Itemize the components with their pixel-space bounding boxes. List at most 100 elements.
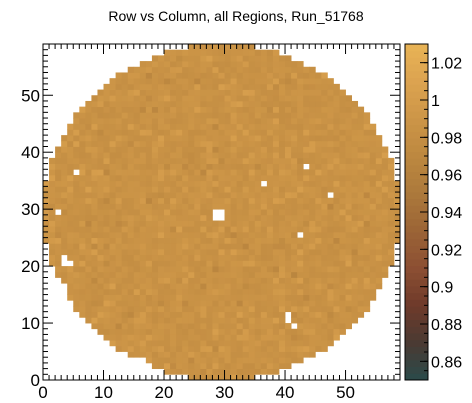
heatmap-cell — [327, 163, 334, 170]
heatmap-cell — [248, 61, 256, 68]
heatmap-cell — [327, 140, 334, 147]
heatmap-cell — [67, 226, 74, 233]
heatmap-cell — [254, 288, 262, 295]
heatmap-cell — [278, 83, 286, 90]
heatmap-cell — [315, 100, 322, 108]
heatmap-cell — [164, 55, 171, 62]
heatmap-cell — [242, 311, 250, 318]
heatmap-cell — [230, 129, 238, 136]
heatmap-cell — [218, 311, 225, 318]
heatmap-cell — [139, 288, 147, 295]
heatmap-cell — [278, 203, 286, 210]
heatmap-cell — [121, 243, 129, 250]
heatmap-cell — [339, 169, 346, 176]
heatmap-cell — [351, 197, 359, 204]
heatmap-cell — [266, 83, 274, 90]
heatmap-cell — [176, 340, 183, 347]
heatmap-cell — [55, 226, 62, 233]
heatmap-cell — [236, 174, 244, 182]
heatmap-cell — [49, 220, 56, 227]
heatmap-cell — [109, 174, 117, 182]
heatmap-cell — [206, 66, 213, 73]
heatmap-cell — [387, 157, 395, 164]
heatmap-cell — [242, 277, 250, 284]
heatmap-cell — [260, 271, 268, 278]
colorbar-band — [405, 272, 428, 280]
heatmap-cell — [151, 214, 159, 221]
heatmap-cell — [285, 180, 292, 187]
heatmap-cell — [236, 100, 244, 108]
heatmap-cell — [285, 271, 292, 278]
heatmap-cell — [248, 163, 256, 170]
heatmap-cell — [285, 66, 292, 73]
heatmap-cell — [182, 123, 189, 130]
heatmap-cell — [303, 305, 310, 313]
heatmap-cell — [85, 243, 92, 250]
heatmap-cell — [170, 231, 177, 239]
heatmap-cell — [339, 254, 346, 261]
heatmap-cell — [170, 362, 177, 370]
heatmap-cell — [375, 174, 383, 182]
heatmap-cell — [242, 140, 250, 147]
heatmap-cell — [351, 283, 359, 290]
heatmap-cell — [43, 192, 50, 199]
heatmap-cell — [164, 192, 171, 199]
heatmap-cell — [164, 277, 171, 284]
heatmap-cell — [242, 243, 250, 250]
heatmap-cell — [309, 152, 316, 159]
heatmap-cell — [176, 288, 183, 295]
heatmap-cell — [182, 186, 189, 193]
heatmap-cell — [127, 135, 135, 142]
heatmap-cell — [224, 231, 231, 239]
heatmap-cell — [297, 192, 304, 199]
heatmap-cell — [242, 174, 250, 182]
heatmap-cell — [303, 340, 310, 347]
heatmap-cell — [321, 123, 328, 130]
heatmap-cell — [67, 146, 74, 153]
heatmap-cell — [218, 237, 225, 244]
heatmap-cell — [230, 135, 238, 142]
heatmap-cell — [206, 323, 213, 330]
heatmap-cell — [212, 49, 219, 56]
colorbar-band — [405, 138, 428, 146]
heatmap-cell — [188, 95, 195, 102]
heatmap-cell — [333, 186, 340, 193]
heatmap-cell — [357, 180, 365, 187]
heatmap-cell — [194, 152, 201, 159]
heatmap-cell — [375, 283, 383, 290]
heatmap-cell — [91, 197, 98, 204]
heatmap-cell — [133, 300, 141, 307]
heatmap-cell — [303, 129, 310, 136]
heatmap-cell — [303, 100, 310, 108]
heatmap-cell — [85, 112, 92, 119]
heatmap-cell — [139, 163, 147, 170]
heatmap-cell — [315, 174, 322, 182]
heatmap-cell — [321, 328, 328, 335]
heatmap-cell — [291, 100, 298, 108]
heatmap-cell — [73, 129, 80, 136]
heatmap-cell — [309, 311, 316, 318]
heatmap-cell — [303, 317, 310, 324]
heatmap-cell — [224, 328, 231, 335]
heatmap-cell — [303, 323, 310, 330]
heatmap-cell — [278, 186, 286, 193]
heatmap-cell — [79, 174, 86, 182]
heatmap-cell — [79, 123, 86, 130]
heatmap-cell — [278, 334, 286, 341]
heatmap-cell — [121, 294, 129, 301]
heatmap-cell — [327, 243, 334, 250]
heatmap-cell — [188, 237, 195, 244]
heatmap-cell — [303, 83, 310, 90]
heatmap-cell — [224, 163, 231, 170]
heatmap-cell — [194, 135, 201, 142]
heatmap-cell — [369, 123, 377, 130]
axis-ticks — [42, 43, 401, 381]
heatmap-cell — [145, 152, 153, 159]
heatmap-cell — [260, 135, 268, 142]
heatmap-cell — [260, 192, 268, 199]
heatmap-cell — [248, 106, 256, 113]
heatmap-cell — [236, 266, 244, 273]
heatmap-cell — [333, 146, 340, 153]
heatmap-cell — [103, 243, 110, 250]
heatmap-cell — [145, 169, 153, 176]
